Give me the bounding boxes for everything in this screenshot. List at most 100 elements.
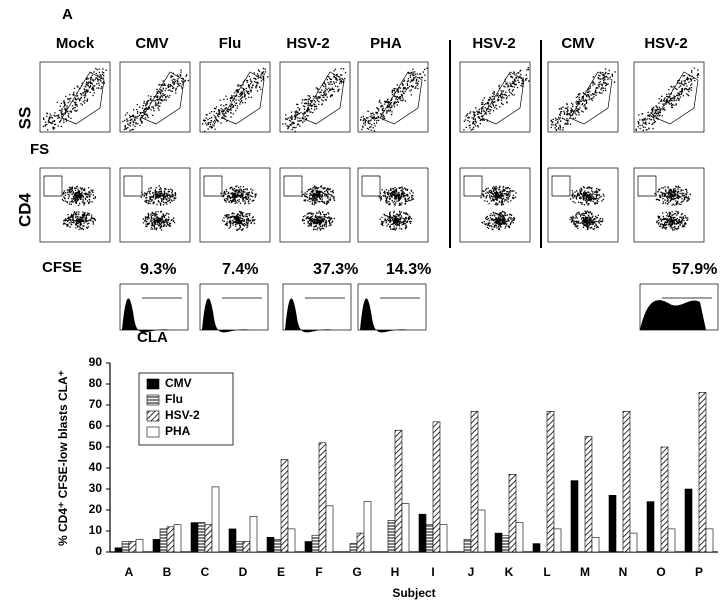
percentage: 9.3% <box>140 261 176 278</box>
bar <box>121 541 130 553</box>
legend-label: PHA <box>165 424 191 438</box>
histogram <box>360 298 408 333</box>
x-axis-label: Subject <box>392 586 435 600</box>
x-tick-label: C <box>201 565 210 579</box>
gate <box>221 71 265 125</box>
legend-swatch <box>146 394 160 406</box>
histogram <box>122 298 170 333</box>
column-label: CMV <box>561 35 594 52</box>
bar <box>242 541 251 553</box>
column-label: CMV <box>135 35 168 52</box>
y-tick-label: 70 <box>89 397 103 411</box>
bar <box>273 539 282 553</box>
bar <box>128 541 137 553</box>
dots <box>61 185 97 231</box>
dots <box>220 185 257 231</box>
gate <box>481 71 525 125</box>
bar <box>660 446 669 553</box>
x-tick-label: D <box>239 565 248 579</box>
x-tick-label: N <box>619 565 628 579</box>
bar <box>463 539 472 553</box>
bar <box>646 501 655 553</box>
y-tick-label: 0 <box>95 544 102 558</box>
x-tick-label: J <box>468 565 475 579</box>
dot-plot <box>633 167 705 243</box>
bar <box>356 532 365 553</box>
x-tick-label: G <box>352 565 361 579</box>
bar <box>425 524 434 553</box>
bar <box>387 520 396 553</box>
bar <box>546 410 555 553</box>
histogram <box>202 298 250 333</box>
bar <box>508 473 517 553</box>
y-tick-label: 40 <box>89 460 103 474</box>
dots <box>122 69 189 132</box>
gate <box>301 71 345 125</box>
legend-swatch <box>146 426 160 438</box>
column-label: HSV-2 <box>286 35 329 52</box>
histogram <box>640 300 706 330</box>
panel-label: A <box>62 6 73 23</box>
y-axis-label: % CD4⁺ CFSE-low blasts CLA⁺ <box>56 370 70 546</box>
histogram <box>285 298 333 333</box>
x-tick-label: K <box>505 565 514 579</box>
gate <box>551 175 571 197</box>
row-label: CLA <box>137 329 168 346</box>
column-label: HSV-2 <box>472 35 515 52</box>
x-tick-label: P <box>695 565 703 579</box>
percentage: 7.4% <box>222 261 258 278</box>
bar <box>501 534 510 553</box>
gate <box>655 71 699 125</box>
bar <box>515 522 524 553</box>
bar <box>211 486 220 553</box>
bar <box>304 541 313 553</box>
bar <box>418 513 427 553</box>
gate <box>283 175 303 197</box>
dot-plot <box>279 167 351 243</box>
row-label: FS <box>30 141 49 158</box>
x-tick-label: L <box>543 565 550 579</box>
column-label: HSV-2 <box>644 35 687 52</box>
dots <box>42 67 107 131</box>
bar <box>114 547 123 553</box>
y-tick-label: 50 <box>89 439 103 453</box>
bar <box>698 392 707 553</box>
dots <box>569 186 605 230</box>
bar <box>553 528 562 553</box>
bar <box>494 532 503 553</box>
y-tick-label: 10 <box>89 523 103 537</box>
dots <box>140 185 177 231</box>
bar <box>287 528 296 553</box>
bar <box>204 524 213 553</box>
x-tick-label: H <box>391 565 400 579</box>
dots <box>480 185 517 231</box>
bar <box>318 442 327 553</box>
bar <box>311 534 320 553</box>
x-tick-label: F <box>315 565 322 579</box>
bar <box>470 410 479 553</box>
bar <box>166 526 175 553</box>
dots <box>301 185 336 231</box>
dot-plot <box>547 167 619 243</box>
row-label: SS <box>15 107 34 130</box>
bar <box>629 532 638 553</box>
gate <box>43 175 63 197</box>
legend-label: HSV-2 <box>165 408 200 422</box>
legend-label: Flu <box>165 392 183 406</box>
y-tick-label: 60 <box>89 418 103 432</box>
bar <box>349 543 358 553</box>
bar <box>667 528 676 553</box>
gate <box>637 175 657 197</box>
dots <box>360 67 428 132</box>
x-tick-label: M <box>580 565 590 579</box>
bar <box>532 543 541 553</box>
percentage: 57.9% <box>672 261 717 278</box>
bar <box>439 524 448 553</box>
bar <box>684 488 693 553</box>
y-tick-label: 90 <box>89 355 103 369</box>
percentage: 14.3% <box>386 261 431 278</box>
bar <box>235 541 244 553</box>
bar <box>432 421 441 553</box>
x-tick-label: I <box>431 565 434 579</box>
dot-plot <box>357 167 429 243</box>
